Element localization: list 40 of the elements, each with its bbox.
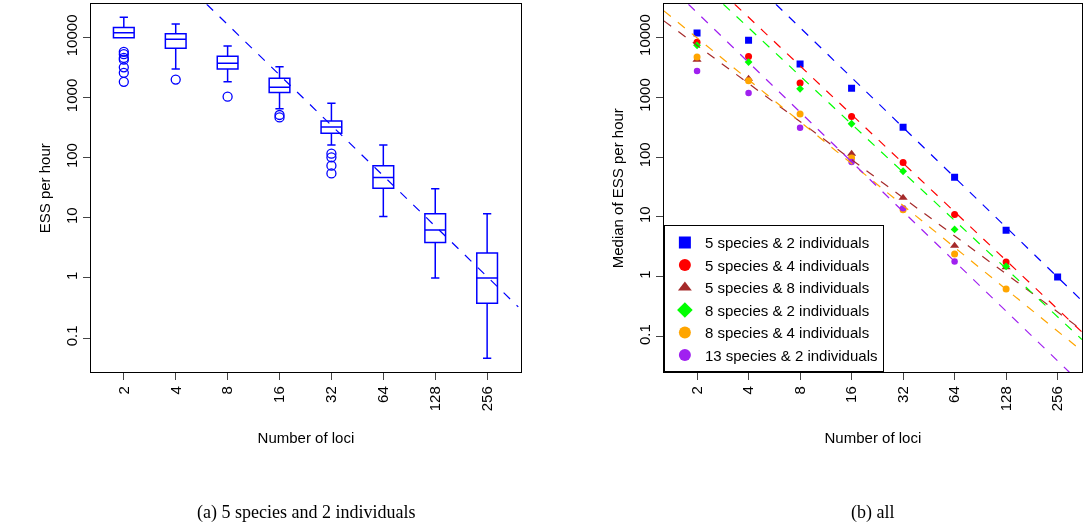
legend-label: 5 species & 8 individuals <box>704 279 870 297</box>
y-tick-label: 1000 <box>635 78 653 112</box>
x-tick-label: 128 <box>996 386 1014 412</box>
x-axis-title: Number of loci <box>257 429 355 447</box>
x-tick-label: 4 <box>166 386 184 395</box>
legend-label: 13 species & 2 individuals <box>704 346 878 364</box>
y-tick-label: 100 <box>635 142 653 168</box>
y-tick-label: 0.1 <box>635 324 653 345</box>
legend-label: 8 species & 2 individuals <box>704 301 870 319</box>
text: (a) 5 species and 2 individuals <box>197 502 416 523</box>
x-tick-label: 256 <box>478 386 496 412</box>
x-tick-label: 64 <box>945 386 963 403</box>
x-tick-label: 16 <box>270 386 288 403</box>
x-tick-label: 4 <box>739 386 757 395</box>
x-axis-title: Number of loci <box>824 429 922 447</box>
x-tick-label: 8 <box>218 386 236 395</box>
x-tick-label: 32 <box>322 386 340 403</box>
x-tick-label: 256 <box>1048 386 1066 412</box>
y-tick-label: 10 <box>635 206 653 224</box>
legend-label: 5 species & 4 individuals <box>704 256 870 274</box>
x-tick-label: 32 <box>893 386 911 403</box>
x-tick-label: 128 <box>426 386 444 412</box>
x-tick-label: 2 <box>114 386 132 395</box>
y-tick-label: 1 <box>635 270 653 279</box>
legend-label: 5 species & 2 individuals <box>704 234 870 252</box>
x-tick-label: 16 <box>842 386 860 403</box>
y-tick-label: 0.1 <box>62 325 80 347</box>
legend-label: 8 species & 4 individuals <box>704 324 870 342</box>
y-tick-label: 1000 <box>62 78 80 113</box>
y-tick-label: 100 <box>62 143 80 169</box>
y-axis-title: Median of ESS per hour <box>609 108 627 269</box>
y-tick-label: 10000 <box>635 14 653 56</box>
text: (b) all <box>851 502 895 523</box>
x-tick-label: 2 <box>687 386 705 395</box>
y-axis-title: ESS per hour <box>36 143 54 234</box>
y-tick-label: 10 <box>62 207 80 224</box>
x-tick-label: 8 <box>790 386 808 395</box>
y-tick-label: 10000 <box>62 14 80 57</box>
x-tick-label: 64 <box>374 386 392 403</box>
y-tick-label: 1 <box>62 271 80 280</box>
